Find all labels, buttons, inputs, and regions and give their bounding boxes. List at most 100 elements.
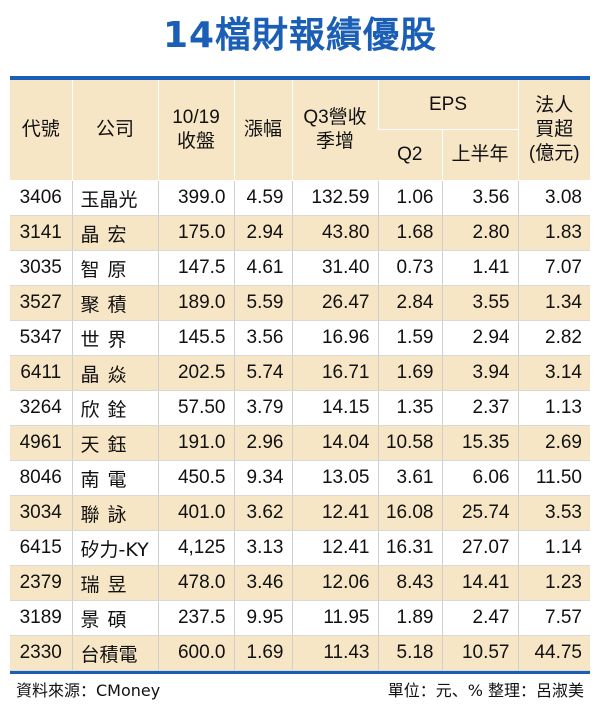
header-eps: EPS <box>377 80 518 131</box>
table-row: 5347 世界 145.5 3.56 16.96 1.59 2.94 2.82 <box>10 320 590 356</box>
cell-code: 3141 <box>10 215 72 251</box>
source-note: 資料來源：CMoney <box>16 681 161 700</box>
cell-company: 天鈺 <box>71 425 158 461</box>
cell-change: 1.69 <box>233 635 292 671</box>
cell-institutional: 3.08 <box>517 180 590 216</box>
cell-change: 3.46 <box>233 565 292 601</box>
cell-code: 3034 <box>10 495 72 531</box>
cell-close: 4,125 <box>157 530 234 566</box>
cell-close: 202.5 <box>157 355 234 391</box>
cell-close: 175.0 <box>157 215 234 251</box>
cell-code: 5347 <box>10 320 72 356</box>
cell-institutional: 1.83 <box>517 215 590 251</box>
cell-eps-q2: 1.59 <box>377 320 442 356</box>
cell-change: 3.13 <box>233 530 292 566</box>
table-row: 3141 晶宏 175.0 2.94 43.80 1.68 2.80 1.83 <box>10 215 590 251</box>
cell-eps-h1: 27.07 <box>441 530 518 566</box>
cell-eps-h1: 2.47 <box>441 600 518 636</box>
cell-eps-h1: 10.57 <box>441 635 518 671</box>
stock-table-container: 代號 公司 10/19 收盤 漲幅 Q3營收 季增 EPS 法人 買超 (億元)… <box>10 76 590 674</box>
table-row: 6415 矽力-KY 4,125 3.13 12.41 16.31 27.07 1.14 <box>10 530 590 566</box>
cell-code: 2330 <box>10 635 72 671</box>
cell-eps-h1: 6.06 <box>441 460 518 496</box>
cell-eps-q2: 1.89 <box>377 600 442 636</box>
header-revenue: Q3營收 季增 <box>291 80 378 181</box>
header-institutional: 法人 買超 (億元) <box>517 80 590 181</box>
cell-company: 瑞昱 <box>71 565 158 601</box>
table-row: 3264 欣銓 57.50 3.79 14.15 1.35 2.37 1.13 <box>10 390 590 426</box>
cell-revenue: 26.47 <box>291 285 378 321</box>
cell-change: 2.94 <box>233 215 292 251</box>
cell-company: 聚積 <box>71 285 158 321</box>
cell-institutional: 44.75 <box>517 635 590 671</box>
cell-change: 3.56 <box>233 320 292 356</box>
cell-eps-h1: 3.55 <box>441 285 518 321</box>
table-row: 3034 聯詠 401.0 3.62 12.41 16.08 25.74 3.53 <box>10 495 590 531</box>
footer: 資料來源：CMoney 單位：元、% 整理：呂淑美 <box>16 678 584 704</box>
table-row: 3527 聚積 189.0 5.59 26.47 2.84 3.55 1.34 <box>10 285 590 321</box>
cell-institutional: 3.53 <box>517 495 590 531</box>
cell-eps-q2: 8.43 <box>377 565 442 601</box>
header-code: 代號 <box>10 80 72 181</box>
cell-revenue: 11.95 <box>291 600 378 636</box>
cell-institutional: 1.34 <box>517 285 590 321</box>
cell-revenue: 16.71 <box>291 355 378 391</box>
cell-revenue: 31.40 <box>291 250 378 286</box>
cell-eps-h1: 2.80 <box>441 215 518 251</box>
cell-change: 2.96 <box>233 425 292 461</box>
cell-company: 世界 <box>71 320 158 356</box>
cell-code: 3035 <box>10 250 72 286</box>
table-row: 8046 南電 450.5 9.34 13.05 3.61 6.06 11.50 <box>10 460 590 496</box>
table-row: 2330 台積電 600.0 1.69 11.43 5.18 10.57 44.75 <box>10 635 590 671</box>
cell-institutional: 1.14 <box>517 530 590 566</box>
cell-close: 401.0 <box>157 495 234 531</box>
cell-code: 6411 <box>10 355 72 391</box>
cell-institutional: 2.82 <box>517 320 590 356</box>
cell-institutional: 1.23 <box>517 565 590 601</box>
header-change: 漲幅 <box>233 80 292 181</box>
cell-eps-q2: 0.73 <box>377 250 442 286</box>
cell-change: 3.79 <box>233 390 292 426</box>
table-row: 2379 瑞昱 478.0 3.46 12.06 8.43 14.41 1.23 <box>10 565 590 601</box>
cell-change: 9.95 <box>233 600 292 636</box>
cell-code: 2379 <box>10 565 72 601</box>
cell-eps-h1: 1.41 <box>441 250 518 286</box>
cell-company: 南電 <box>71 460 158 496</box>
cell-change: 5.74 <box>233 355 292 391</box>
page-title: 14檔財報績優股 <box>162 15 438 56</box>
cell-close: 191.0 <box>157 425 234 461</box>
cell-institutional: 11.50 <box>517 460 590 496</box>
cell-eps-h1: 2.37 <box>441 390 518 426</box>
cell-company: 景碩 <box>71 600 158 636</box>
cell-company: 玉晶光 <box>71 180 158 216</box>
cell-revenue: 14.04 <box>291 425 378 461</box>
cell-close: 478.0 <box>157 565 234 601</box>
cell-close: 399.0 <box>157 180 234 216</box>
table-row: 3406 玉晶光 399.0 4.59 132.59 1.06 3.56 3.08 <box>10 180 590 216</box>
table-row: 6411 晶焱 202.5 5.74 16.71 1.69 3.94 3.14 <box>10 355 590 391</box>
cell-company: 晶宏 <box>71 215 158 251</box>
cell-eps-q2: 16.31 <box>377 530 442 566</box>
cell-close: 600.0 <box>157 635 234 671</box>
cell-institutional: 7.57 <box>517 600 590 636</box>
cell-eps-h1: 3.94 <box>441 355 518 391</box>
cell-code: 8046 <box>10 460 72 496</box>
unit-note: 單位：元、% 整理：呂淑美 <box>387 681 584 700</box>
cell-change: 3.62 <box>233 495 292 531</box>
cell-institutional: 7.07 <box>517 250 590 286</box>
cell-eps-h1: 3.56 <box>441 180 518 216</box>
cell-eps-q2: 2.84 <box>377 285 442 321</box>
cell-eps-q2: 1.06 <box>377 180 442 216</box>
cell-company: 智原 <box>71 250 158 286</box>
cell-institutional: 1.13 <box>517 390 590 426</box>
stock-table: 代號 公司 10/19 收盤 漲幅 Q3營收 季增 EPS 法人 買超 (億元)… <box>10 80 590 671</box>
cell-eps-q2: 1.69 <box>377 355 442 391</box>
table-body: 3406 玉晶光 399.0 4.59 132.59 1.06 3.56 3.08 3141 晶宏… <box>10 180 590 671</box>
cell-change: 4.61 <box>233 250 292 286</box>
cell-eps-h1: 25.74 <box>441 495 518 531</box>
cell-close: 57.50 <box>157 390 234 426</box>
cell-revenue: 14.15 <box>291 390 378 426</box>
cell-institutional: 3.14 <box>517 355 590 391</box>
cell-eps-q2: 3.61 <box>377 460 442 496</box>
cell-company: 矽力-KY <box>71 530 158 566</box>
